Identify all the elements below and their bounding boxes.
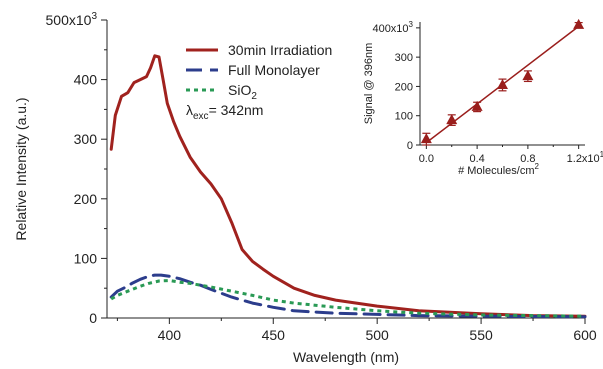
- main-x-tick-label: 500: [365, 327, 389, 343]
- inset-y-top-label: 400x103: [372, 20, 413, 35]
- main-x-tick-label: 550: [469, 327, 493, 343]
- legend-label-sio2: SiO2: [228, 82, 257, 102]
- inset-y-tick-label: 300: [395, 52, 413, 64]
- main-axes: 400 450 500 550 600 0 100 200 300 400 500x103 Wa…: [13, 11, 597, 365]
- legend-label-irradiation: 30min Irradiation: [228, 42, 332, 58]
- legend-label-monolayer: Full Monolayer: [228, 62, 320, 78]
- main-y-tick-label: 400: [74, 72, 98, 88]
- inset-x-tick-label: 1.2x1013: [567, 150, 603, 165]
- main-y-ticks: 0 100 200 300 400: [74, 19, 107, 326]
- main-x-ticks: 400 450 500 550 600: [116, 318, 597, 343]
- main-x-tick-label: 600: [573, 327, 597, 343]
- legend: 30min Irradiation Full Monolayer SiO2 λe…: [186, 42, 332, 122]
- main-y-tick-label: 300: [74, 131, 98, 147]
- inset-data-point: [420, 133, 432, 144]
- main-x-tick-label: 400: [158, 327, 182, 343]
- inset-y-ticks: 0 100 200 300: [395, 27, 420, 152]
- inset-x-tick-label: 0.4: [469, 153, 484, 165]
- main-y-tick-label: 0: [89, 310, 97, 326]
- inset-data-point: [522, 70, 534, 81]
- main-y-axis-title: Relative Intensity (a.u.): [13, 97, 29, 240]
- inset-x-tick-label: 0.8: [520, 153, 535, 165]
- inset-data-point: [471, 100, 483, 111]
- main-y-tick-label: 100: [74, 250, 98, 266]
- excitation-wavelength-annotation: λexc= 342nm: [186, 102, 263, 122]
- series-line-1: [109, 273, 587, 319]
- inset-x-tick-label: 0.0: [419, 153, 434, 165]
- main-x-tick-label: 450: [262, 327, 286, 343]
- main-y-tick-label: 200: [74, 191, 98, 207]
- main-y-top-label: 500x103: [46, 11, 98, 28]
- series-line-2: [110, 279, 586, 318]
- inset-y-tick-label: 200: [395, 81, 413, 93]
- main-x-axis-title: Wavelength (nm): [293, 349, 399, 365]
- inset-data-point: [497, 78, 508, 89]
- inset-y-tick-label: 100: [395, 111, 413, 123]
- inset-marks: [420, 18, 585, 146]
- main-series-group: [109, 54, 587, 319]
- inset-x-ticks: 0.0 0.4 0.8 1.2x1013: [419, 145, 603, 165]
- inset-data-point: [446, 114, 458, 125]
- inset-x-axis-title: # Molecules/cm2: [458, 162, 539, 177]
- inset-y-tick-label: 0: [407, 140, 413, 152]
- inset-data-point: [573, 18, 585, 29]
- inset-y-axis-title: Signal @ 396nm: [363, 43, 375, 125]
- inset-chart: 0.0 0.4 0.8 1.2x1013 0 100 200 300 400x103 # M…: [363, 18, 603, 177]
- series-line-0: [109, 54, 587, 318]
